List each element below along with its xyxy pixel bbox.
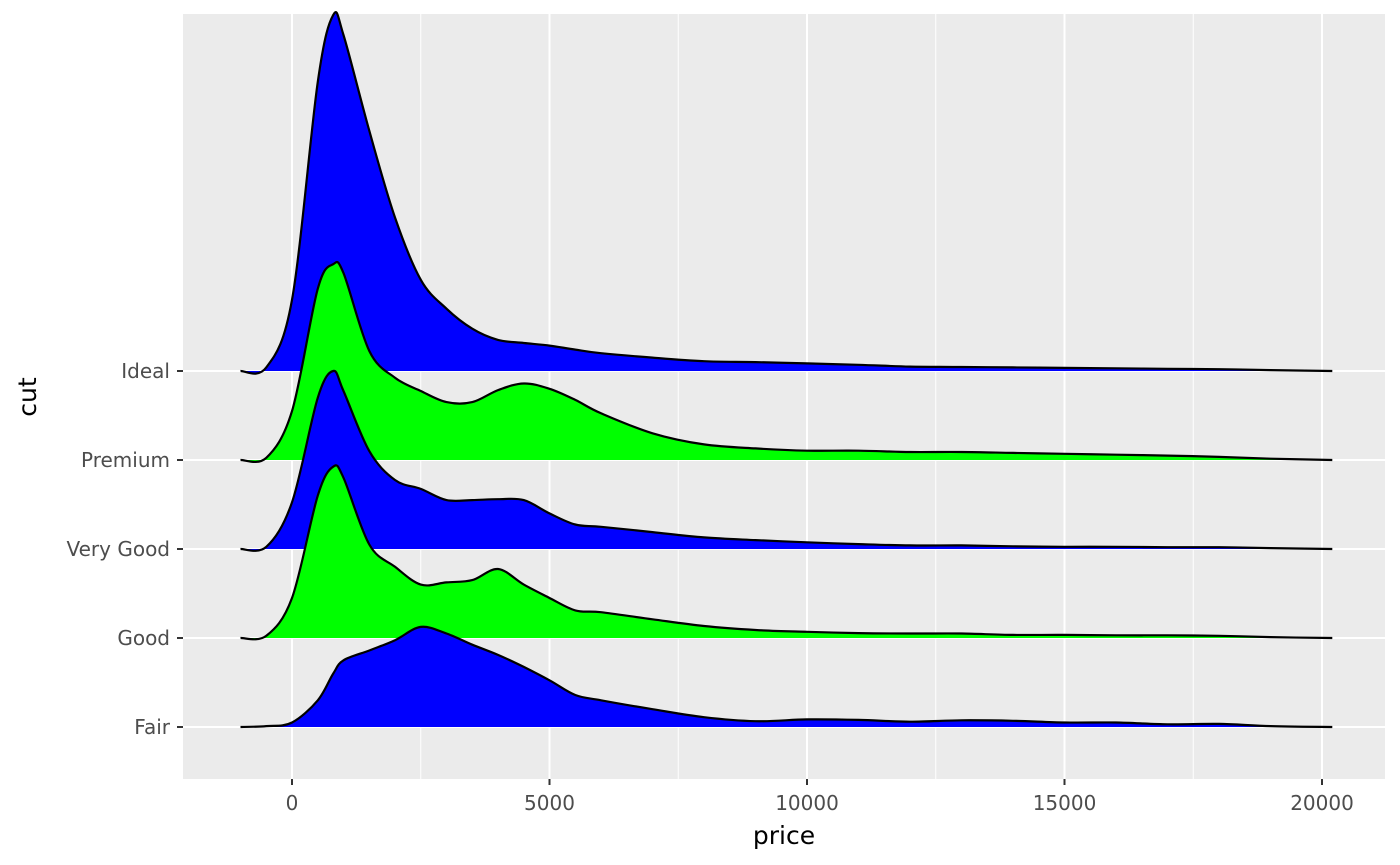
ridge-outline-fair	[240, 625, 1333, 729]
y-tick-label: Good	[117, 626, 170, 650]
y-axis: Fair Good Very Good Premium Ideal	[66, 359, 183, 739]
x-tick-label: 20000	[1290, 791, 1354, 815]
y-axis-title: cut	[13, 377, 42, 417]
ridge-outline-premium	[240, 260, 1333, 464]
ridge-fill-premium	[240, 262, 1333, 462]
y-tick-label: Premium	[81, 448, 170, 472]
ridge-fair	[240, 625, 1333, 729]
ridge-fill-fair	[240, 626, 1333, 727]
ridge-outline-ideal	[240, 11, 1333, 375]
x-tick-label: 0	[286, 791, 299, 815]
ridge-fill-good	[240, 465, 1333, 640]
x-axis: 0 5000 10000 15000 20000	[286, 779, 1354, 815]
x-tick-label: 15000	[1033, 791, 1097, 815]
ridge-premium	[240, 260, 1333, 464]
ridge-outline-very-good	[240, 369, 1333, 552]
x-tick-label: 5000	[524, 791, 575, 815]
y-tick-label: Fair	[134, 715, 170, 739]
ridge-fill-very-good	[240, 370, 1333, 551]
x-tick-label: 10000	[775, 791, 839, 815]
y-tick-label: Ideal	[121, 359, 170, 383]
x-axis-title: price	[753, 821, 815, 850]
density-ridges	[240, 11, 1333, 729]
ridge-good	[240, 464, 1333, 641]
ridge-outline-good	[240, 464, 1333, 641]
y-tick-label: Very Good	[66, 537, 170, 561]
ridge-very-good	[240, 369, 1333, 552]
